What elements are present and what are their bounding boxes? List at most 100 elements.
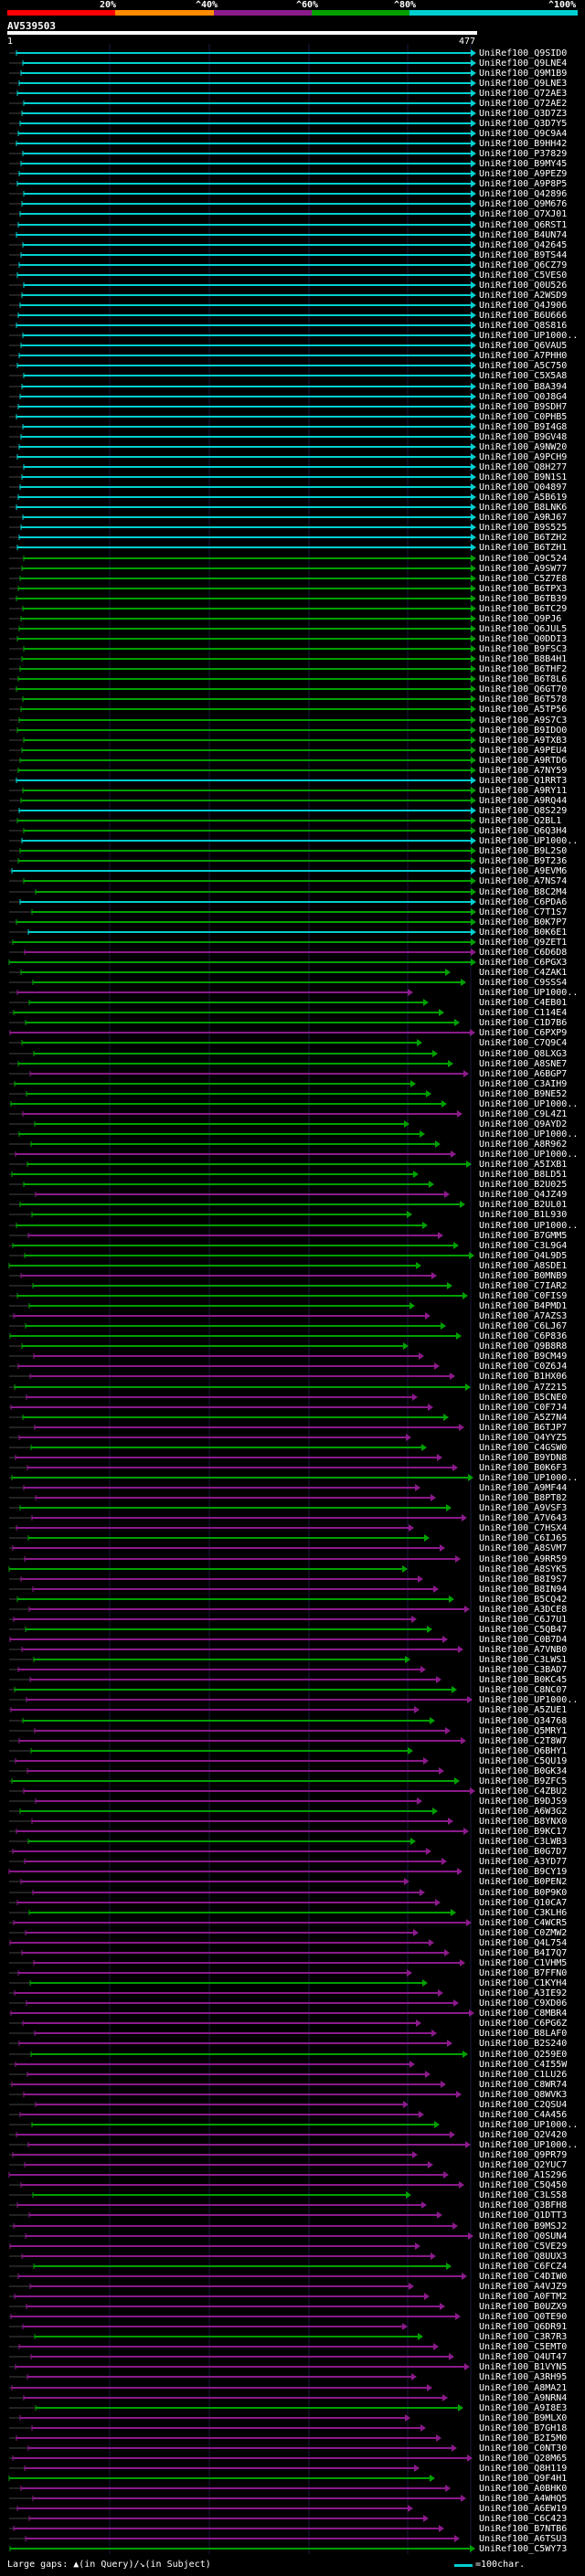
hit-label[interactable]: UniRef100_A3IE92 [479,1988,568,1998]
hit-label[interactable]: UniRef100_C7HSX4 [479,1523,568,1533]
hit-label[interactable]: UniRef100_B2S240 [479,2039,568,2049]
hit-label[interactable]: UniRef100_B9MSJ2 [479,2221,568,2231]
hit-label[interactable]: UniRef100_C5QB47 [479,1625,568,1635]
hit-label[interactable]: UniRef100_B0PEN2 [479,1877,568,1887]
hit-label[interactable]: UniRef100_B2U025 [479,1180,568,1190]
hit-label[interactable]: UniRef100_C8WR74 [479,2080,568,2090]
hit-label[interactable]: UniRef100_C7IAR2 [479,1281,568,1291]
hit-label[interactable]: UniRef100_B8PT82 [479,1493,568,1503]
hit-label[interactable]: UniRef100_Q04897 [479,482,568,493]
hit-label[interactable]: UniRef100_Q0DDI3 [479,634,568,644]
hit-label[interactable]: UniRef100_C6PG6Z [479,2019,568,2029]
hit-label[interactable]: UniRef100_Q0TE90 [479,2312,568,2322]
hit-label[interactable]: UniRef100_C0B7D4 [479,1635,568,1645]
hit-label[interactable]: UniRef100_Q8UUX3 [479,2252,568,2262]
hit-label[interactable]: UniRef100_C5QU19 [479,1756,568,1766]
hit-label[interactable]: UniRef100_C1LU26 [479,2070,568,2080]
hit-label[interactable]: UniRef100_C6P836 [479,1331,568,1341]
hit-label[interactable]: UniRef100_Q2BL1 [479,816,562,826]
hit-label[interactable]: UniRef100_A9TXB3 [479,736,568,746]
hit-label[interactable]: UniRef100_C6D6D8 [479,948,568,958]
hit-label[interactable]: UniRef100_B2I5M0 [479,2433,568,2443]
hit-label[interactable]: UniRef100_B7GMM5 [479,1231,568,1241]
hit-label[interactable]: UniRef100_A5C750 [479,361,568,371]
hit-label[interactable]: UniRef100_A9EVM6 [479,866,568,876]
hit-label[interactable]: UniRef100_B4I7Q7 [479,1948,568,1958]
hit-label[interactable]: UniRef100_Q9C9A4 [479,129,568,139]
hit-label[interactable]: UniRef100_B4PMD1 [479,1301,568,1311]
hit-label[interactable]: UniRef100_A7VNB0 [479,1645,568,1655]
hit-label[interactable]: UniRef100_Q259E0 [479,2050,568,2060]
hit-label[interactable]: UniRef100_C6C423 [479,2514,568,2524]
hit-label[interactable]: UniRef100_UP1000.. [479,1473,579,1483]
hit-label[interactable]: UniRef100_C4A456 [479,2110,568,2120]
hit-label[interactable]: UniRef100_A7AZS3 [479,1311,568,1321]
hit-label[interactable]: UniRef100_Q7XJ01 [479,209,568,219]
hit-label[interactable]: UniRef100_A9S7C3 [479,716,568,726]
hit-label[interactable]: UniRef100_C3LWB3 [479,1837,568,1847]
hit-label[interactable]: UniRef100_A9PCH9 [479,452,568,462]
hit-label[interactable]: UniRef100_A6W3G2 [479,1807,568,1817]
hit-label[interactable]: UniRef100_Q6RST1 [479,220,568,230]
hit-label[interactable]: UniRef100_B4UN74 [479,230,568,240]
hit-label[interactable]: UniRef100_A0FTM2 [479,2292,568,2302]
hit-label[interactable]: UniRef100_B8LAF0 [479,2029,568,2039]
hit-label[interactable]: UniRef100_A9SW77 [479,564,568,574]
hit-label[interactable]: UniRef100_A1S296 [479,2170,568,2180]
hit-label[interactable]: UniRef100_B8LNK6 [479,503,568,513]
hit-label[interactable]: UniRef100_Q8LXG3 [479,1049,568,1059]
hit-label[interactable]: UniRef100_A5ZUE1 [479,1705,568,1715]
hit-label[interactable]: UniRef100_A5TP56 [479,705,568,715]
hit-label[interactable]: UniRef100_C3BAD7 [479,1665,568,1675]
hit-label[interactable]: UniRef100_UP1000.. [479,1695,579,1705]
hit-label[interactable]: UniRef100_C3AIH9 [479,1079,568,1089]
hit-label[interactable]: UniRef100_B8C2M4 [479,887,568,897]
hit-label[interactable]: UniRef100_B6TZH2 [479,533,568,543]
hit-label[interactable]: UniRef100_A3YD77 [479,1857,568,1867]
hit-label[interactable]: UniRef100_B9KC17 [479,1827,568,1837]
hit-label[interactable]: UniRef100_A6TSU3 [479,2534,568,2544]
hit-label[interactable]: UniRef100_B9SDH7 [479,402,568,412]
hit-label[interactable]: UniRef100_A5IXB1 [479,1160,568,1170]
hit-label[interactable]: UniRef100_B7GH18 [479,2423,568,2433]
hit-label[interactable]: UniRef100_A3RH95 [479,2372,568,2382]
hit-label[interactable]: UniRef100_Q9LNE4 [479,58,568,69]
hit-label[interactable]: UniRef100_C4ZAK1 [479,968,568,978]
hit-label[interactable]: UniRef100_B6T8L6 [479,674,568,684]
hit-label[interactable]: UniRef100_UP1000.. [479,1129,579,1140]
hit-label[interactable]: UniRef100_Q72AE3 [479,89,568,99]
hit-label[interactable]: UniRef100_C5EMT0 [479,2342,568,2352]
hit-label[interactable]: UniRef100_A6BGP7 [479,1069,568,1079]
hit-label[interactable]: UniRef100_B9GV48 [479,432,568,442]
hit-label[interactable]: UniRef100_B9ZFC5 [479,1776,568,1786]
hit-label[interactable]: UniRef100_B9N1S1 [479,472,568,482]
hit-label[interactable]: UniRef100_C114E4 [479,1008,568,1018]
hit-label[interactable]: UniRef100_C5VES0 [479,270,568,281]
hit-label[interactable]: UniRef100_C5Z7E8 [479,574,568,584]
hit-label[interactable]: UniRef100_Q9F4H1 [479,2474,568,2484]
hit-label[interactable]: UniRef100_A7NY59 [479,766,568,776]
hit-label[interactable]: UniRef100_C1VHM5 [479,1958,568,1968]
hit-label[interactable]: UniRef100_B6THF2 [479,664,568,674]
hit-label[interactable]: UniRef100_A6EW19 [479,2504,568,2514]
hit-label[interactable]: UniRef100_C5X5A8 [479,371,568,381]
hit-label[interactable]: UniRef100_B7NTB6 [479,2524,568,2534]
hit-label[interactable]: UniRef100_Q9PR79 [479,2150,568,2160]
hit-label[interactable]: UniRef100_C6IJ65 [479,1533,568,1543]
hit-label[interactable]: UniRef100_A4VJZ9 [479,2282,568,2292]
hit-label[interactable]: UniRef100_A9NW20 [479,442,568,452]
hit-label[interactable]: UniRef100_Q4J906 [479,301,568,311]
hit-label[interactable]: UniRef100_B9S525 [479,523,568,533]
hit-label[interactable]: UniRef100_B8LD51 [479,1170,568,1180]
hit-label[interactable]: UniRef100_C3LS58 [479,2190,568,2200]
hit-label[interactable]: UniRef100_C3R7R3 [479,2332,568,2342]
hit-label[interactable]: UniRef100_A8MA21 [479,2383,568,2393]
hit-label[interactable]: UniRef100_Q6JUL5 [479,624,568,634]
hit-label[interactable]: UniRef100_C0FIS9 [479,1291,568,1301]
hit-label[interactable]: UniRef100_B9NE52 [479,1089,568,1099]
hit-label[interactable]: UniRef100_B9L2S0 [479,846,568,856]
hit-label[interactable]: UniRef100_B1L930 [479,1210,568,1220]
hit-label[interactable]: UniRef100_Q28M65 [479,2454,568,2464]
hit-label[interactable]: UniRef100_B9MY45 [479,159,568,169]
hit-label[interactable]: UniRef100_B0GK34 [479,1766,568,1776]
